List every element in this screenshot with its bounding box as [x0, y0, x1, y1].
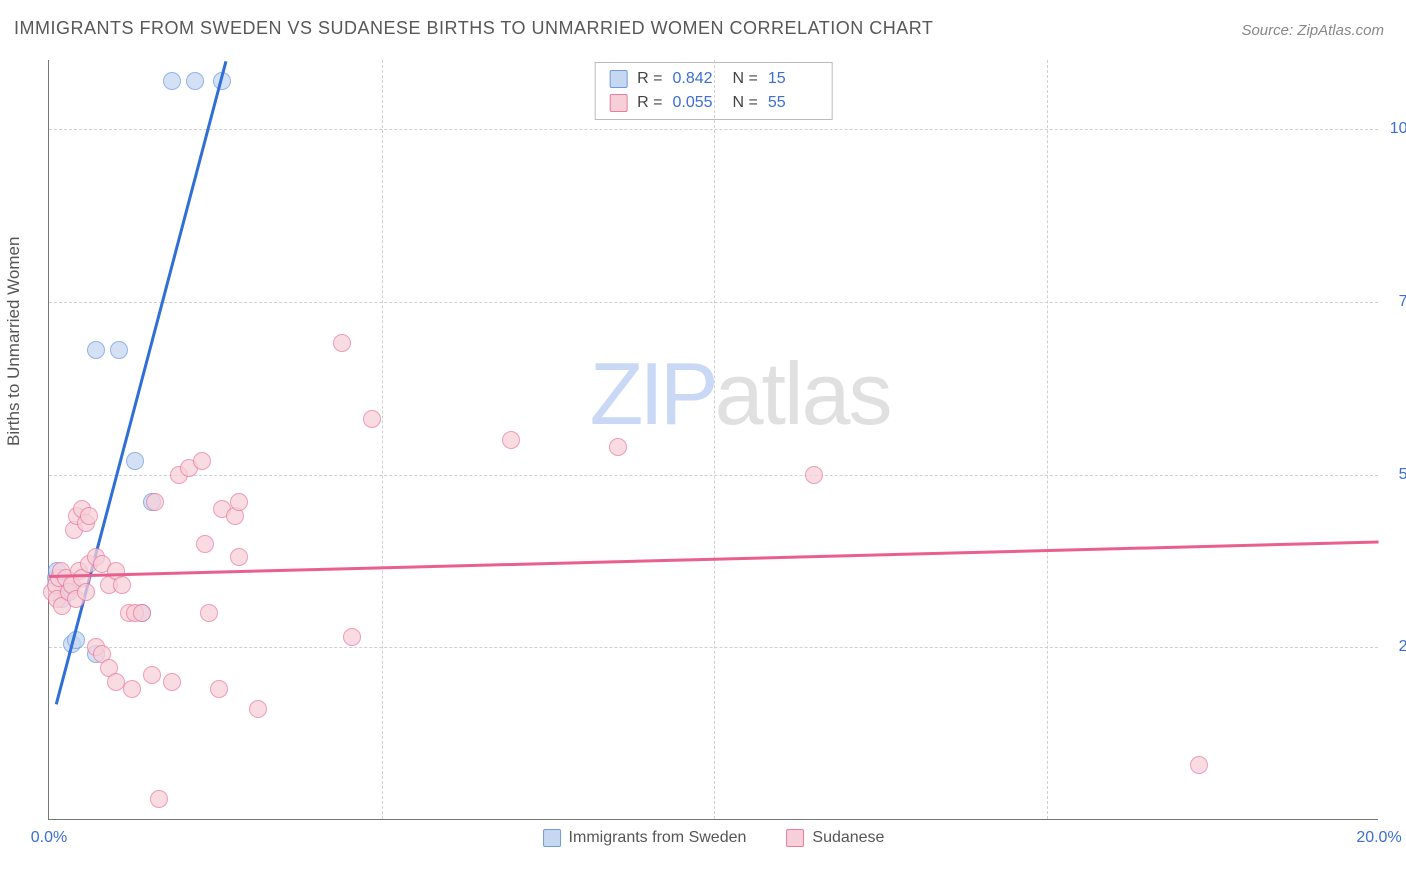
data-point [123, 680, 141, 698]
data-point [107, 673, 125, 691]
data-point [77, 583, 95, 601]
watermark-zip: ZIP [590, 344, 715, 443]
data-point [210, 680, 228, 698]
source-label: Source: ZipAtlas.com [1241, 22, 1384, 39]
data-point [146, 493, 164, 511]
chart-title: IMMIGRANTS FROM SWEDEN VS SUDANESE BIRTH… [14, 18, 933, 39]
legend-swatch [786, 829, 804, 847]
data-point [113, 576, 131, 594]
r-value: 0.055 [673, 91, 723, 115]
data-point [196, 535, 214, 553]
y-tick-label: 25.0% [1399, 638, 1406, 656]
data-point [230, 548, 248, 566]
data-point [805, 466, 823, 484]
x-tick-label: 20.0% [1356, 829, 1401, 847]
n-value: 15 [768, 67, 818, 91]
data-point [126, 452, 144, 470]
data-point [163, 72, 181, 90]
data-point [363, 410, 381, 428]
r-value: 0.842 [673, 67, 723, 91]
series-legend: Immigrants from Sweden Sudanese [543, 829, 885, 847]
y-tick-label: 100.0% [1390, 120, 1406, 138]
data-point [110, 341, 128, 359]
y-tick-label: 75.0% [1399, 293, 1406, 311]
legend-label: Immigrants from Sweden [569, 829, 747, 847]
plot-area: ZIPatlas R =0.842N =15R =0.055N =55 Immi… [48, 60, 1378, 820]
data-point [609, 438, 627, 456]
legend-swatch [609, 70, 627, 88]
data-point [87, 341, 105, 359]
data-point [193, 452, 211, 470]
gridline-v [1047, 60, 1048, 819]
n-value: 55 [768, 91, 818, 115]
r-label: R = [637, 91, 662, 115]
r-label: R = [637, 67, 662, 91]
gridline-v [714, 60, 715, 819]
data-point [186, 72, 204, 90]
watermark: ZIPatlas [590, 343, 891, 445]
data-point [200, 604, 218, 622]
data-point [133, 604, 151, 622]
data-point [150, 790, 168, 808]
y-tick-label: 50.0% [1399, 466, 1406, 484]
legend-item: Sudanese [786, 829, 884, 847]
n-label: N = [733, 67, 758, 91]
x-tick-label: 0.0% [31, 829, 67, 847]
data-point [333, 334, 351, 352]
data-point [249, 700, 267, 718]
data-point [502, 431, 520, 449]
data-point [1190, 756, 1208, 774]
legend-item: Immigrants from Sweden [543, 829, 747, 847]
data-point [163, 673, 181, 691]
watermark-atlas: atlas [715, 344, 891, 443]
gridline-v [382, 60, 383, 819]
data-point [80, 507, 98, 525]
legend-swatch [543, 829, 561, 847]
data-point [143, 666, 161, 684]
data-point [343, 628, 361, 646]
legend-label: Sudanese [812, 829, 884, 847]
legend-swatch [609, 94, 627, 112]
y-axis-title: Births to Unmarried Women [4, 237, 24, 446]
data-point [230, 493, 248, 511]
n-label: N = [733, 91, 758, 115]
